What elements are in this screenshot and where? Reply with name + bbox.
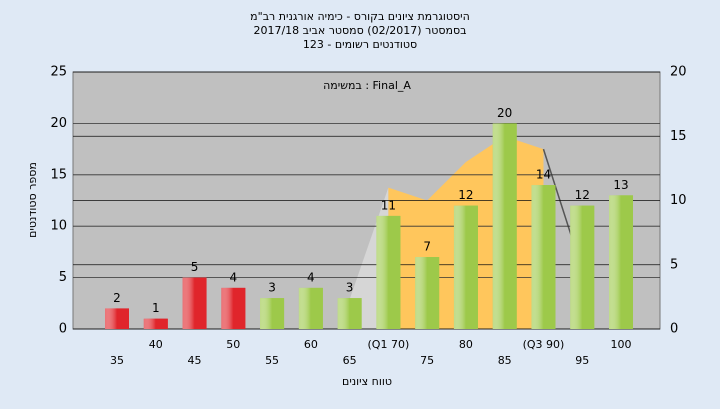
annotation: במשימה : Final_A [323,79,411,92]
x-tick-label: 75 [420,354,434,367]
y-tick-label: 20 [50,116,67,131]
x-tick-label: 55 [265,354,279,367]
bar-shine [415,257,440,329]
bar-shine [260,298,285,329]
data-label: 7 [423,240,431,254]
bar-shine [453,205,478,329]
y-tick-label: 0 [59,322,67,337]
bar-shine [143,318,168,329]
data-label: 14 [536,168,551,182]
data-label: 1 [152,301,160,315]
y-tick-label: 25 [50,65,67,80]
data-label: 12 [575,188,590,202]
data-label: 12 [458,188,473,202]
data-label: 3 [268,281,276,295]
y-tick-label: 5 [59,270,67,285]
y2-tick-label: 15 [670,129,687,144]
y-tick-label: 10 [50,219,67,234]
x-tick-label: 60 [304,338,318,351]
bar-shine [492,123,517,330]
bar-shine [221,287,246,329]
bar-shine [298,287,323,329]
x-tick-label: 100 [611,338,632,351]
bar-shine [376,215,401,329]
x-tick-label: (Q1 70) [368,338,410,351]
x-tick-label: 40 [149,338,163,351]
x-tick-label: 45 [188,354,202,367]
y-tick-label: 15 [50,167,67,182]
bar-shine [570,205,595,329]
y2-tick-label: 20 [670,65,687,80]
data-label: 4 [229,270,237,284]
x-axis-title: טווח ציונים [342,375,392,388]
x-tick-label: 65 [343,354,357,367]
chart-subtitle: בסמסטר (02/2017) סמסטר אביב 2017/18 [253,24,466,37]
bar-shine [337,298,362,329]
x-tick-label: 85 [498,354,512,367]
chart-subtitle: סטודנטים רשומים - 123 [303,38,417,51]
x-tick-label: (Q3 90) [523,338,565,351]
y-axis-title: מספר סטודנטים [26,162,39,238]
y2-tick-label: 10 [670,193,687,208]
chart-title: היסטוגרמת ציונים בקורס - כימיה אורגנית ר… [250,10,470,23]
data-label: 11 [381,198,396,212]
y2-tick-label: 0 [670,322,678,337]
bar-shine [105,308,129,329]
data-label: 2 [113,291,121,305]
x-tick-label: 80 [459,338,473,351]
data-label: 13 [613,178,628,192]
x-tick-label: 50 [226,338,240,351]
x-tick-label: 35 [110,354,124,367]
bar-shine [531,185,556,329]
bar-shine [182,277,207,329]
x-tick-label: 95 [575,354,589,367]
bar-shine [609,195,633,329]
data-label: 4 [307,270,315,284]
data-label: 20 [497,106,512,120]
data-label: 5 [191,260,199,274]
data-label: 3 [346,281,354,295]
y2-tick-label: 5 [670,257,678,272]
